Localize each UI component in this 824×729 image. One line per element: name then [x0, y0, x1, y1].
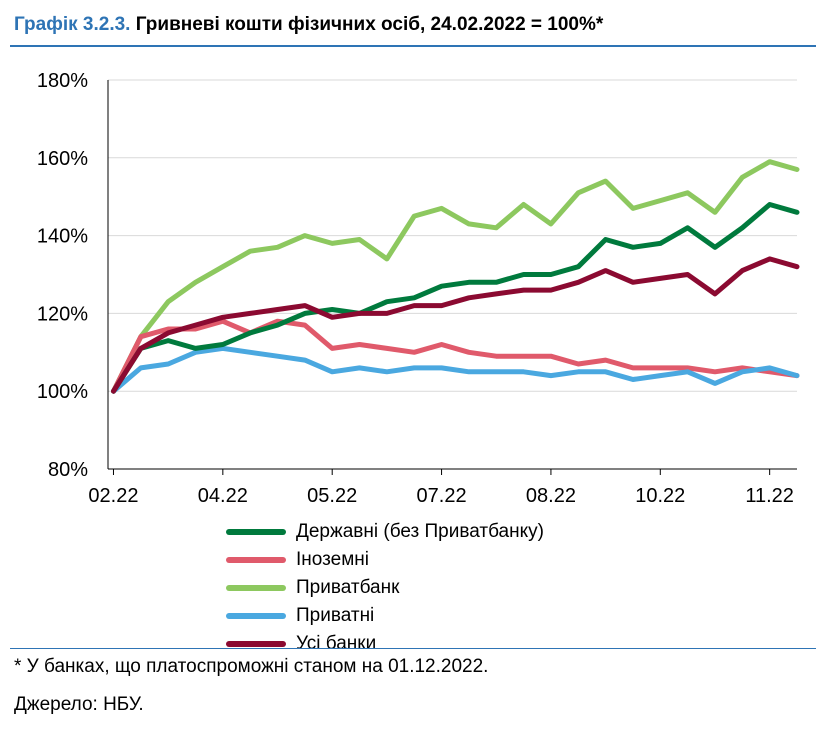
figure-title: Гривневі кошти фізичних осіб, 24.02.2022…: [135, 14, 604, 35]
y-axis-ticks: 80% 100% 120% 140% 160% 180%: [37, 70, 88, 481]
series-line-2: [111, 159, 800, 394]
legend-swatch: [226, 641, 286, 647]
x-tick-label: 02.22: [88, 485, 138, 507]
legend-swatch: [226, 557, 286, 563]
x-tick-label: 04.22: [198, 485, 248, 507]
legend-swatch: [226, 529, 286, 535]
series-line-0: [111, 202, 800, 394]
legend-item: Приватбанк: [226, 574, 544, 602]
series-line-1: [111, 318, 800, 394]
series-line-3: [111, 345, 800, 394]
x-tick-label: 11.22: [745, 485, 794, 507]
chart-legend: Державні (без Приватбанку) Іноземні Приват…: [226, 518, 544, 658]
legend-swatch: [226, 613, 286, 619]
x-tick-label: 10.22: [635, 485, 685, 507]
y-tick-label: 140%: [37, 226, 88, 248]
x-tick-label: 07.22: [417, 485, 467, 507]
figure-number: Графік 3.2.3.: [14, 14, 131, 35]
y-tick-label: 80%: [48, 459, 88, 481]
y-tick-label: 120%: [37, 303, 88, 325]
footer-divider: [10, 648, 816, 649]
legend-swatch: [226, 585, 286, 591]
x-tick-label: 05.22: [307, 485, 357, 507]
legend-item: Приватні: [226, 602, 544, 630]
legend-item: Державні (без Приватбанку): [226, 518, 544, 546]
source-note: Джерело: НБУ.: [14, 694, 144, 715]
legend-item: Усі банки: [226, 630, 544, 658]
y-tick-label: 180%: [37, 70, 88, 92]
legend-label: Іноземні: [296, 549, 369, 570]
chart-title: Графік 3.2.3. Гривневі кошти фізичних ос…: [14, 14, 603, 36]
line-chart: 80%100%120%140%160%180% 02.22 04.22 05.22 0…: [37, 70, 800, 507]
legend-label: Усі банки: [296, 633, 377, 654]
footnote: * У банках, що платоспроможні станом на …: [14, 656, 489, 677]
y-tick-label: 100%: [37, 381, 88, 403]
series-lines: [111, 159, 800, 394]
x-axis-ticks: 02.22 04.22 05.22 07.22 08.22 10.22 11.22: [88, 469, 794, 507]
series-line-4: [111, 256, 800, 394]
legend-item: Іноземні: [226, 546, 544, 574]
legend-label: Приватні: [296, 605, 375, 626]
legend-label: Приватбанк: [296, 577, 400, 598]
title-divider: [10, 45, 816, 47]
y-tick-label: 160%: [37, 148, 88, 170]
x-tick-label: 08.22: [526, 485, 576, 507]
legend-label: Державні (без Приватбанку): [296, 521, 544, 542]
